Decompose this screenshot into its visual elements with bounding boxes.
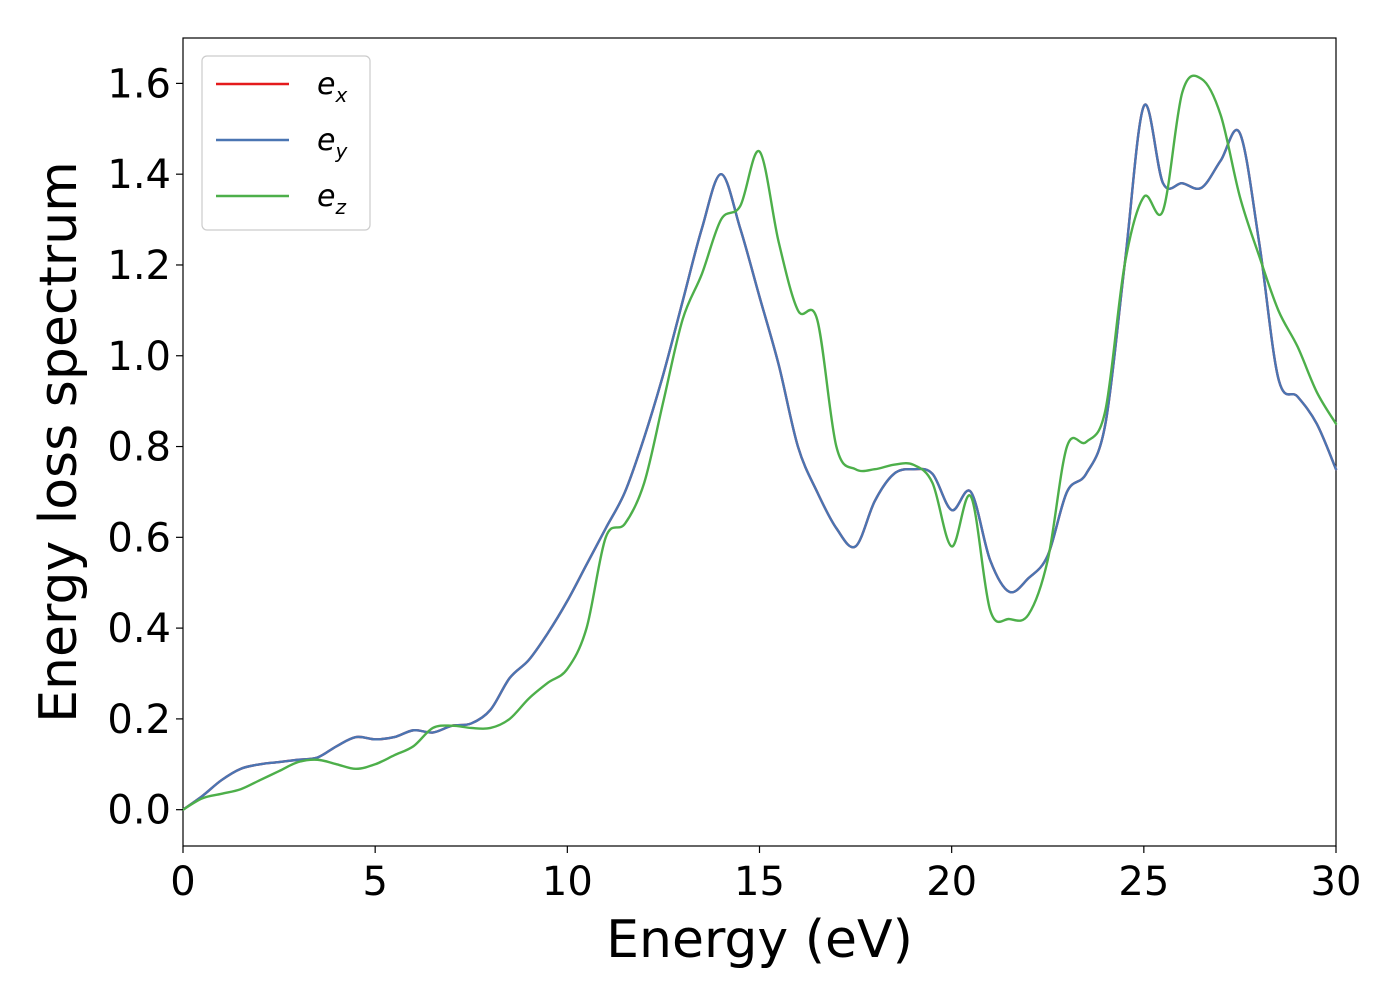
x-tick-label: 30 [1311, 859, 1362, 905]
legend-label-z: ez [317, 179, 346, 219]
legend-label-x: ex [317, 67, 347, 107]
legend-frame [201, 55, 371, 231]
legend-label-y: ey [317, 123, 348, 163]
y-tick-label: 1.4 [107, 152, 171, 198]
y-tick-label: 0.4 [107, 606, 171, 652]
plot-area [182, 37, 1337, 847]
x-tick-label: 20 [926, 859, 977, 905]
x-tick-label: 15 [734, 859, 785, 905]
y-tick-label: 1.0 [107, 334, 171, 380]
series-line-y [181, 103, 1338, 811]
y-tick-label: 0.6 [107, 515, 171, 561]
series-layer [181, 74, 1338, 811]
y-tick-label: 0.8 [107, 425, 171, 471]
y-axis-ticks: 0.0 0.2 0.4 0.6 0.8 1.0 1.2 1.4 1.6 [107, 61, 183, 834]
y-tick-label: 0.2 [107, 697, 171, 743]
y-tick-label: 1.6 [107, 61, 171, 107]
x-tick-label: 10 [542, 859, 593, 905]
x-axis-ticks: 0 5 10 15 20 25 30 [170, 846, 1361, 905]
x-axis-label: Energy (eV) [606, 910, 913, 970]
y-tick-label: 1.2 [107, 243, 171, 289]
x-tick-label: 0 [170, 859, 195, 905]
series-line-z [181, 74, 1338, 811]
x-tick-label: 5 [362, 859, 387, 905]
legend: ex ey ez [201, 55, 371, 231]
y-tick-label: 0.0 [107, 788, 171, 834]
y-axis-label: Energy loss spectrum [29, 161, 89, 723]
x-tick-label: 25 [1118, 859, 1169, 905]
